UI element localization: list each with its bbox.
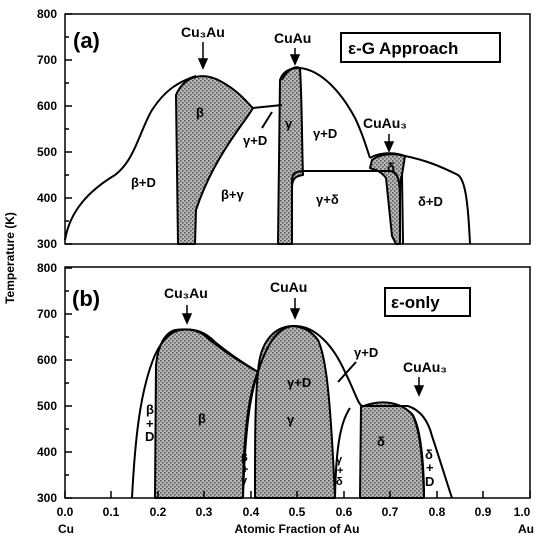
panel-a-gamma-region <box>277 67 304 245</box>
y-tick-a-600: 600 <box>37 99 57 113</box>
panel-a-delta-left <box>401 174 404 245</box>
y-tick-b-800: 800 <box>37 261 57 275</box>
phase-delta-a: δ <box>387 160 395 175</box>
phase-beta-gamma-b-3: γ <box>241 475 248 487</box>
phase-delta-b: δ <box>377 434 385 449</box>
phase-gamma-plus-d-right-b: γ+D <box>354 345 378 360</box>
y-axis-title: Temperature (K) <box>3 212 17 304</box>
panel-b-arrow-leader <box>337 361 357 383</box>
panel-a-label: (a) <box>73 28 100 53</box>
compound-cuau3-b: CuAu₃ <box>403 359 447 375</box>
compound-cuau-a: CuAu <box>274 30 311 46</box>
panel-b-gamma-dome <box>242 325 408 499</box>
panel-b-gamma-region <box>254 325 336 499</box>
phase-beta-b: β <box>198 411 206 426</box>
phase-gamma-b: γ <box>287 412 295 427</box>
compound-cu3au-b: Cu₃Au <box>164 285 208 301</box>
y-tick-b-300: 300 <box>37 491 57 505</box>
approach-box-b <box>384 287 471 317</box>
x-tick-0.2: 0.2 <box>150 505 167 519</box>
panel-b: (b) ε-only Cu₃Au CuAu CuAu₃ β γ δ β + D … <box>64 266 531 499</box>
phase-beta-d-b-2: + <box>146 416 154 431</box>
phase-beta-gamma-b-2: + <box>242 464 248 476</box>
phase-gamma-a: γ <box>285 116 293 131</box>
phase-beta-d-b-1: β <box>146 402 154 417</box>
panel-a-beta-gamma-line <box>252 104 283 109</box>
panel-b-label: (b) <box>72 286 100 311</box>
panel-a-y-ticks <box>65 13 72 245</box>
y-tick-b-600: 600 <box>37 353 57 367</box>
panel-a-gamma-dome <box>281 66 371 159</box>
y-tick-a-400: 400 <box>37 191 57 205</box>
y-tick-a-700: 700 <box>37 53 57 67</box>
phase-gamma-plus-d-left-b: γ+D <box>287 375 311 390</box>
phase-gamma-delta-b-1: γ <box>336 454 343 466</box>
y-tick-a-300: 300 <box>37 237 57 251</box>
compound-cuau-b: CuAu <box>270 279 307 295</box>
phase-gamma-plus-d-right-a: γ+D <box>313 126 337 141</box>
compound-cuau3-a: CuAu₃ <box>363 115 407 131</box>
x-axis-right-element: Au <box>518 522 534 536</box>
phase-beta-d-b-3: D <box>145 429 154 444</box>
panel-a-compound-arrows <box>197 42 395 153</box>
y-axis-labels-b: 300 400 500 600 700 800 <box>37 261 57 505</box>
phase-delta-d-b-2: + <box>426 460 434 475</box>
compound-cu3au-a: Cu₃Au <box>181 24 225 40</box>
x-tick-0.8: 0.8 <box>429 505 446 519</box>
y-tick-a-800: 800 <box>37 7 57 21</box>
panel-b-delta-inner <box>411 413 425 499</box>
panel-b-gamma-dome-right <box>334 407 351 499</box>
x-tick-0.9: 0.9 <box>475 505 492 519</box>
y-tick-a-500: 500 <box>37 145 57 159</box>
x-tick-1.0: 1.0 <box>514 505 531 519</box>
x-axis-labels: 0.0 0.1 0.2 0.3 0.4 0.5 0.6 0.7 0.8 0.9 … <box>57 505 531 519</box>
panel-a-beta-region <box>175 75 254 245</box>
approach-label-b: ε-only <box>391 293 440 312</box>
approach-box-a <box>340 32 501 63</box>
panel-b-y-ticks <box>65 267 72 499</box>
y-axis-labels-a: 300 400 500 600 700 800 <box>37 7 57 251</box>
x-axis-left-element: Cu <box>58 522 74 536</box>
x-ticks <box>64 491 531 498</box>
y-tick-b-700: 700 <box>37 307 57 321</box>
panel-b-compound-arrows <box>181 298 425 397</box>
panel-a: (a) ε-G Approach Cu₃Au CuAu CuAu₃ β γ δ … <box>64 13 531 245</box>
phase-delta-d-b-1: δ <box>425 447 433 462</box>
phase-delta-d-b-3: D <box>425 474 434 489</box>
panel-a-right-dome <box>369 152 471 245</box>
x-tick-0.4: 0.4 <box>243 505 260 519</box>
phase-delta-plus-d-a: δ+D <box>418 194 443 209</box>
phase-beta-gamma-b-1: β <box>241 452 248 464</box>
panel-a-left-dome <box>64 75 197 241</box>
y-tick-b-500: 500 <box>37 399 57 413</box>
phase-gamma-delta-b-2: + <box>337 465 343 477</box>
approach-label-a: ε-G Approach <box>348 39 458 58</box>
x-tick-0.6: 0.6 <box>336 505 353 519</box>
x-tick-0.7: 0.7 <box>382 505 399 519</box>
phase-gamma-plus-delta-a: γ+δ <box>316 192 339 207</box>
y-tick-b-400: 400 <box>37 445 57 459</box>
x-tick-0.0: 0.0 <box>57 505 74 519</box>
phase-gamma-plus-d-left-a: γ+D <box>243 133 267 148</box>
panel-a-arrow-leader <box>261 111 273 129</box>
x-tick-0.5: 0.5 <box>289 505 306 519</box>
phase-beta-plus-d-a: β+D <box>131 175 156 190</box>
phase-gamma-delta-b-3: δ <box>336 476 343 488</box>
panel-b-beta-region <box>154 328 259 499</box>
x-axis-title: Atomic Fraction of Au <box>235 522 360 536</box>
phase-beta-a: β <box>196 105 204 120</box>
phase-beta-plus-gamma-a: β+γ <box>221 187 245 202</box>
x-tick-0.3: 0.3 <box>196 505 213 519</box>
panel-a-gamma-delta-box <box>291 170 401 244</box>
x-tick-0.1: 0.1 <box>103 505 120 519</box>
panel-b-left-dome <box>131 328 259 499</box>
panel-b-right-dome <box>407 405 453 499</box>
